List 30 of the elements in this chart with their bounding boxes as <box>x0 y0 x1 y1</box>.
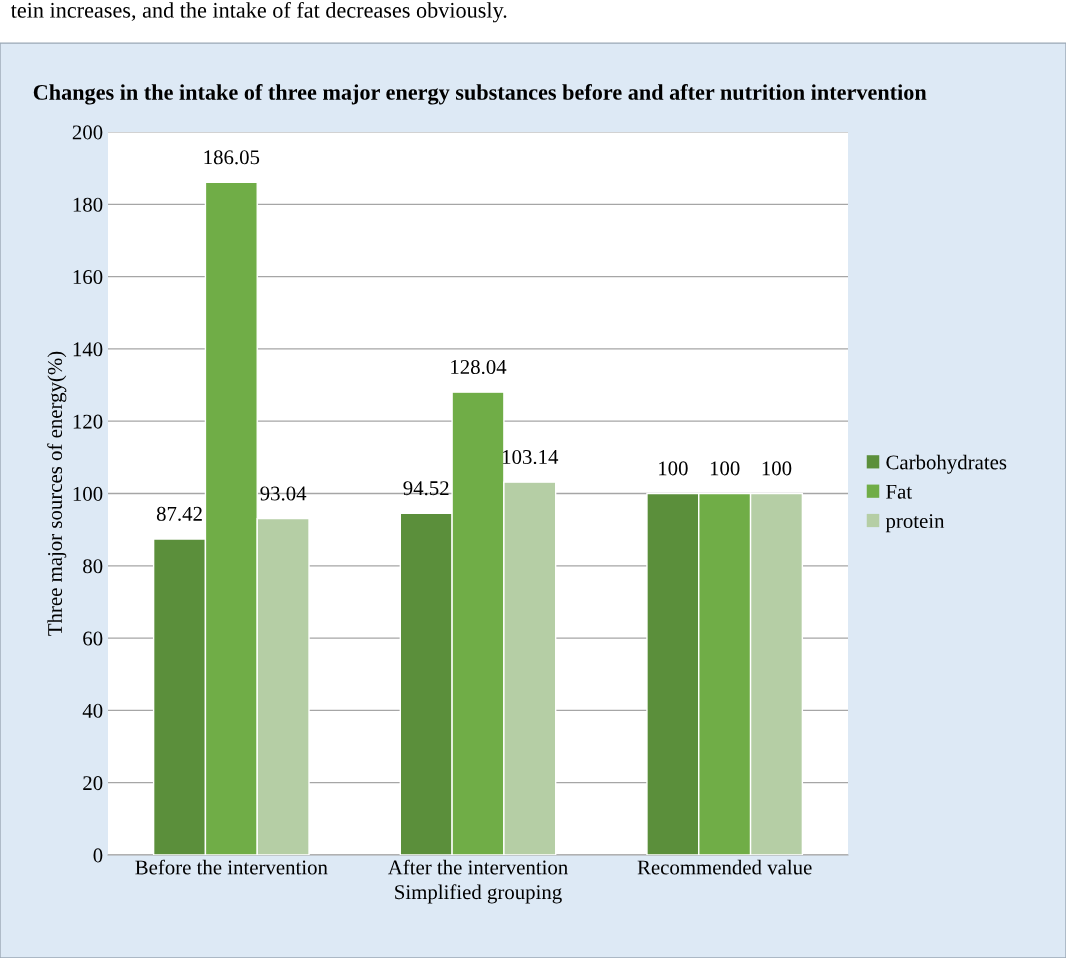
data-label: 103.14 <box>502 449 559 465</box>
data-label: 100 <box>762 461 792 476</box>
x-tick-label: Recommended value <box>637 859 812 875</box>
data-label: 100 <box>710 461 740 476</box>
y-tick-label: 160 <box>73 269 103 285</box>
data-label: 100 <box>659 461 688 476</box>
y-tick-label: 40 <box>82 703 103 718</box>
x-tick-label: Before the intervention <box>135 859 328 875</box>
y-tick-label: 200 <box>72 125 103 140</box>
y-tick-label: 120 <box>73 414 103 429</box>
data-label: 128.04 <box>451 359 507 375</box>
y-axis-title: Three major sources of energy(%) <box>47 351 67 636</box>
data-label: 94.52 <box>403 481 449 496</box>
data-label: 93.04 <box>260 486 307 501</box>
x-axis-title: Simplified grouping <box>395 884 562 904</box>
legend-label: protein <box>885 514 945 533</box>
text: tein increases, and the intake of fat decreases obviously. <box>10 1 507 23</box>
data-label: 87.42 <box>156 506 202 521</box>
x-tick-label: After the intervention <box>387 859 568 875</box>
y-tick-label: 20 <box>83 776 103 791</box>
y-tick-label: 60 <box>83 631 103 646</box>
chart-title: Changes in the intake of three major energy substances before and after nutrition intervention <box>33 84 927 105</box>
legend-label: Carbohydrates <box>886 454 1007 474</box>
legend-label: Fat <box>886 484 912 499</box>
y-tick-label: 100 <box>73 486 103 501</box>
y-tick-label: 180 <box>73 197 103 212</box>
data-label: 186.05 <box>204 150 260 165</box>
y-tick-label: 140 <box>73 342 103 357</box>
y-tick-label: 80 <box>83 559 103 574</box>
y-tick-label: 0 <box>93 848 103 863</box>
